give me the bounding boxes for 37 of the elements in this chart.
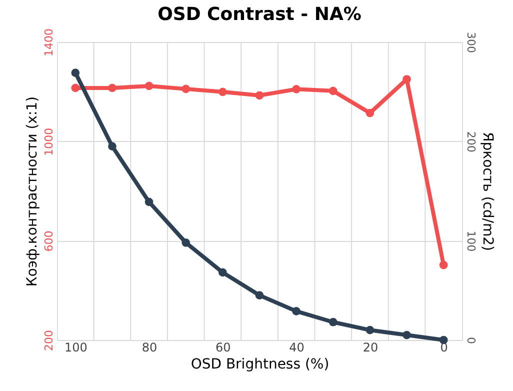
point bbox=[71, 68, 80, 77]
x-tick-label: 60 bbox=[216, 340, 231, 354]
point bbox=[328, 318, 338, 326]
point bbox=[108, 142, 116, 150]
y2-tick-label: 100 bbox=[464, 230, 478, 252]
point bbox=[218, 88, 227, 96]
y2-axis-title: Яркость (cd/m2) bbox=[480, 132, 496, 251]
x-axis-title: OSD Brightness (%) bbox=[190, 356, 330, 372]
y2-tick-label: 200 bbox=[464, 131, 478, 152]
point bbox=[144, 198, 154, 206]
point bbox=[292, 85, 300, 94]
chart-title: OSD Contrast - NA% bbox=[158, 4, 362, 26]
x-tick-label: 100 bbox=[64, 340, 88, 354]
x-tick-label: 20 bbox=[362, 340, 378, 354]
point bbox=[144, 82, 154, 90]
point bbox=[366, 108, 374, 118]
point bbox=[402, 330, 411, 340]
y-axis-title: Коэф.контрастности (x:1) bbox=[24, 96, 40, 287]
point bbox=[255, 91, 264, 100]
y-tick-label: 1400 bbox=[42, 28, 56, 56]
x-tick-label: 40 bbox=[289, 340, 304, 354]
point bbox=[182, 84, 190, 94]
point bbox=[71, 84, 80, 92]
point bbox=[328, 86, 338, 96]
x-tick-label: 80 bbox=[142, 340, 158, 354]
point bbox=[292, 307, 300, 316]
point bbox=[255, 291, 264, 300]
y-tick-label: 600 bbox=[42, 230, 56, 252]
point bbox=[218, 268, 227, 277]
point bbox=[182, 238, 190, 247]
point bbox=[402, 75, 411, 84]
y-tick-label: 200 bbox=[42, 330, 56, 351]
y2-tick-label: 300 bbox=[464, 32, 478, 53]
point bbox=[366, 326, 374, 334]
y-tick-label: 1000 bbox=[42, 128, 56, 156]
point bbox=[439, 260, 448, 270]
point bbox=[108, 84, 116, 92]
